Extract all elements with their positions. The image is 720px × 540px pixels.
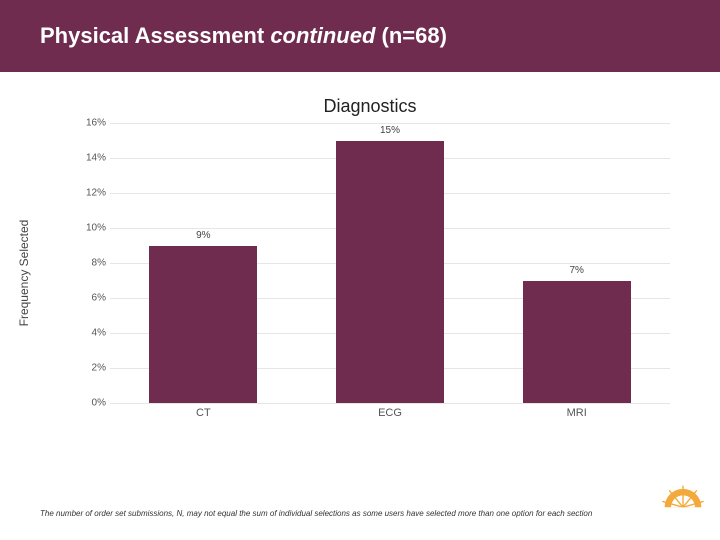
bar-slot: 7% <box>483 123 670 403</box>
title-suffix: (n=68) <box>375 23 447 48</box>
diagnostics-chart: Diagnostics Frequency Selected 0%2%4%6%8… <box>70 96 670 466</box>
bar: 7% <box>523 281 631 404</box>
y-tick-label: 2% <box>70 363 106 374</box>
bar-slot: 15% <box>297 123 484 403</box>
x-tick-label: MRI <box>483 403 670 423</box>
bar: 9% <box>149 246 257 404</box>
x-tick-label: CT <box>110 403 297 423</box>
bar-value-label: 15% <box>380 125 400 136</box>
y-tick-label: 6% <box>70 293 106 304</box>
header-band: Physical Assessment continued (n=68) <box>0 0 720 72</box>
chart-title: Diagnostics <box>70 96 670 117</box>
chart-bars: 9% 15% 7% <box>110 123 670 403</box>
title-italic: continued <box>270 23 375 48</box>
title-prefix: Physical Assessment <box>40 23 270 48</box>
bar: 15% <box>336 141 444 404</box>
bar-value-label: 9% <box>196 230 210 241</box>
y-tick-label: 8% <box>70 258 106 269</box>
y-tick-label: 10% <box>70 223 106 234</box>
y-tick-label: 14% <box>70 153 106 164</box>
sunburst-logo-icon <box>660 482 706 528</box>
y-tick-label: 16% <box>70 118 106 129</box>
y-tick-label: 4% <box>70 328 106 339</box>
x-tick-label: ECG <box>297 403 484 423</box>
bar-slot: 9% <box>110 123 297 403</box>
chart-plot: Frequency Selected 0%2%4%6%8%10%12%14%16… <box>70 123 670 423</box>
x-ticks: CTECGMRI <box>110 403 670 423</box>
y-tick-label: 0% <box>70 398 106 409</box>
page-title: Physical Assessment continued (n=68) <box>40 23 447 49</box>
footnote: The number of order set submissions, N, … <box>40 509 600 518</box>
y-axis-label: Frequency Selected <box>17 220 31 327</box>
bar-value-label: 7% <box>569 265 583 276</box>
y-tick-label: 12% <box>70 188 106 199</box>
